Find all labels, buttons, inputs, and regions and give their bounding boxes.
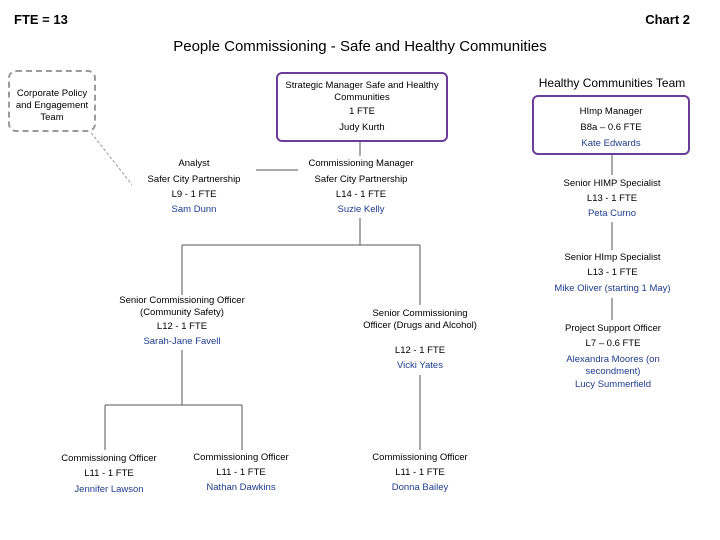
corporate-policy-box: Corporate Policy and Engagement Team xyxy=(8,70,96,132)
corporate-policy-label: Corporate Policy and Engagement Team xyxy=(15,88,89,123)
senior-himp-role: Senior HIMP Specialist xyxy=(563,178,661,189)
strategic-role: Strategic Manager Safe and Healthy Commu… xyxy=(285,80,439,103)
sco-drugs-name: Vicki Yates xyxy=(397,360,443,371)
analyst-grade: L9 - 1 FTE xyxy=(171,189,217,200)
sco-drugs-role: Senior Commissioning Officer (Drugs and … xyxy=(363,308,477,331)
project-support-name1: Alexandra Moores (on secondment) xyxy=(566,354,660,377)
project-support-box: Project Support Officer L7 – 0.6 FTE Ale… xyxy=(548,320,678,394)
project-support-role: Project Support Officer xyxy=(565,323,661,334)
officer-grade: L11 - 1 FTE xyxy=(216,467,266,478)
officer-grade: L11 - 1 FTE xyxy=(395,467,445,478)
analyst-team: Safer City Partnership xyxy=(147,174,241,185)
himp-manager-name: Kate Edwards xyxy=(581,138,641,149)
comm-manager-name: Suzie Kelly xyxy=(337,204,385,215)
officer-grade: L11 - 1 FTE xyxy=(84,468,134,479)
commissioning-officer-box: Commissioning Officer L11 - 1 FTE Nathan… xyxy=(184,450,298,498)
sco-drugs-grade: L12 - 1 FTE xyxy=(394,345,446,356)
analyst-box: Analyst Safer City Partnership L9 - 1 FT… xyxy=(132,156,256,218)
fte-total: FTE = 13 xyxy=(14,12,68,27)
senior-himp2-name: Mike Oliver (starting 1 May) xyxy=(554,283,671,294)
strategic-fte: 1 FTE xyxy=(349,106,375,117)
himp-manager-grade: B8a – 0.6 FTE xyxy=(580,122,642,133)
officer-name: Nathan Dawkins xyxy=(206,482,276,493)
senior-himp-name: Peta Curno xyxy=(587,208,637,219)
sco-drugs-alcohol-box: Senior Commissioning Officer (Drugs and … xyxy=(362,305,478,375)
strategic-name: Judy Kurth xyxy=(339,122,385,133)
commissioning-officer-box: Commissioning Officer L11 - 1 FTE Donna … xyxy=(362,450,478,498)
commissioning-manager-box: Commissioning Manager Safer City Partner… xyxy=(298,156,424,218)
sco-community-grade: L12 - 1 FTE xyxy=(156,321,208,332)
officer-name: Donna Bailey xyxy=(391,482,449,493)
officer-name: Jennifer Lawson xyxy=(74,484,144,495)
sco-community-role: Senior Commissioning Officer (Community … xyxy=(119,295,245,318)
officer-role: Commissioning Officer xyxy=(372,452,468,463)
sco-community-safety-box: Senior Commissioning Officer (Community … xyxy=(112,295,252,350)
project-support-grade: L7 – 0.6 FTE xyxy=(585,338,641,349)
senior-himp2-box: Senior HImp Specialist L13 - 1 FTE Mike … xyxy=(540,250,685,298)
senior-himp2-role: Senior HImp Specialist xyxy=(564,252,661,263)
comm-manager-role: Commissioning Manager xyxy=(308,158,414,169)
comm-manager-team: Safer City Partnership xyxy=(314,174,408,185)
analyst-name: Sam Dunn xyxy=(171,204,217,215)
analyst-role: Analyst xyxy=(178,158,210,169)
project-support-name2: Lucy Summerfield xyxy=(574,379,652,390)
commissioning-officer-box: Commissioning Officer L11 - 1 FTE Jennif… xyxy=(50,450,168,498)
chart-number: Chart 2 xyxy=(645,12,690,27)
officer-role: Commissioning Officer xyxy=(193,452,289,463)
senior-himp-box: Senior HIMP Specialist L13 - 1 FTE Peta … xyxy=(548,175,676,222)
senior-himp-grade: L13 - 1 FTE xyxy=(586,193,638,204)
officer-role: Commissioning Officer xyxy=(61,453,157,464)
sco-community-name: Sarah-Jane Favell xyxy=(143,336,221,347)
comm-manager-grade: L14 - 1 FTE xyxy=(335,189,387,200)
page-title: People Commissioning - Safe and Healthy … xyxy=(173,38,547,55)
healthy-communities-team-box: HImp Manager B8a – 0.6 FTE Kate Edwards xyxy=(532,95,690,155)
senior-himp2-grade: L13 - 1 FTE xyxy=(587,267,638,278)
himp-manager-role: HImp Manager xyxy=(579,106,643,117)
healthy-communities-title: Healthy Communities Team xyxy=(538,76,686,90)
strategic-manager-box: Strategic Manager Safe and Healthy Commu… xyxy=(276,72,448,142)
